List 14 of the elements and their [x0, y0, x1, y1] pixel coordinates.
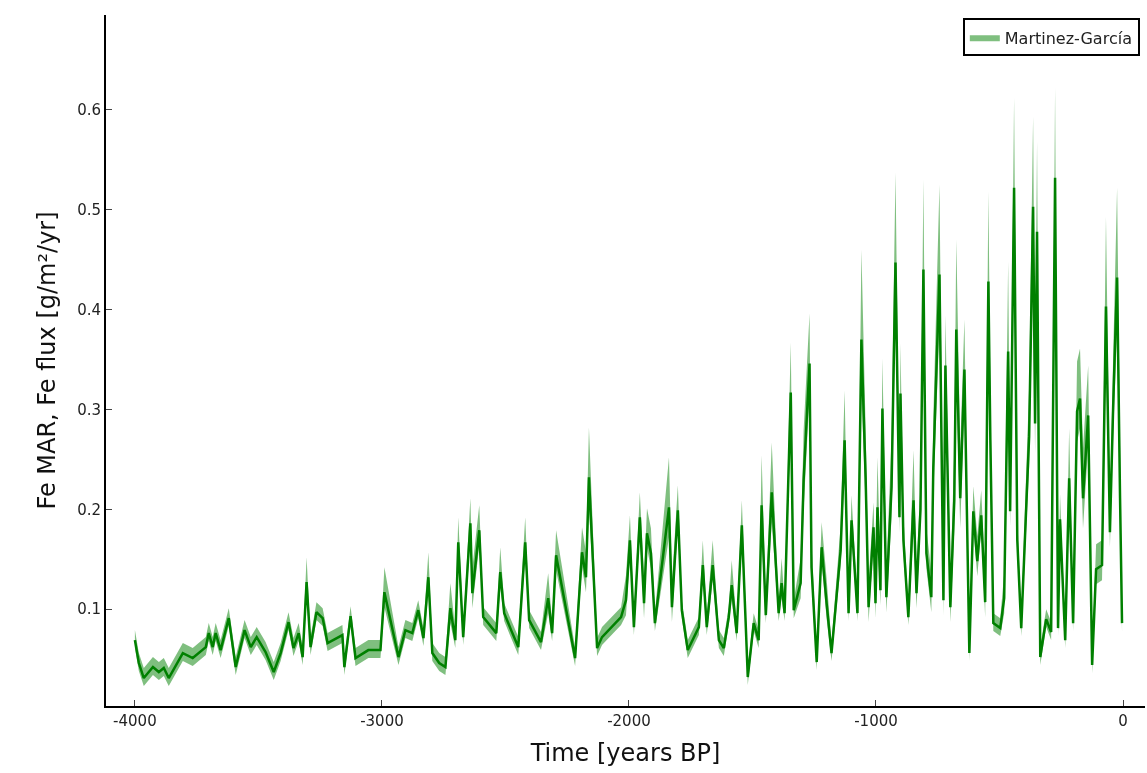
x-tick-label: 0: [1118, 712, 1128, 730]
y-tick-label: 0.5: [77, 200, 101, 219]
y-tick-label: 0.3: [77, 400, 101, 419]
y-tick-label: 0.6: [77, 101, 101, 120]
legend-label: Martinez-García: [1004, 28, 1132, 48]
x-tick-label: -3000: [360, 712, 404, 730]
x-axis-title: Time [years BP]: [529, 738, 721, 767]
y-tick-label: 0.4: [77, 300, 101, 319]
x-tick-label: -1000: [854, 712, 898, 730]
y-axis-title: Fe MAR, Fe flux [g/m²/yr]: [32, 211, 61, 510]
y-tick-label: 0.2: [77, 500, 101, 519]
x-tick-label: -4000: [113, 712, 157, 730]
x-tick-label: -2000: [607, 712, 651, 730]
y-tick-label: 0.1: [77, 600, 101, 619]
